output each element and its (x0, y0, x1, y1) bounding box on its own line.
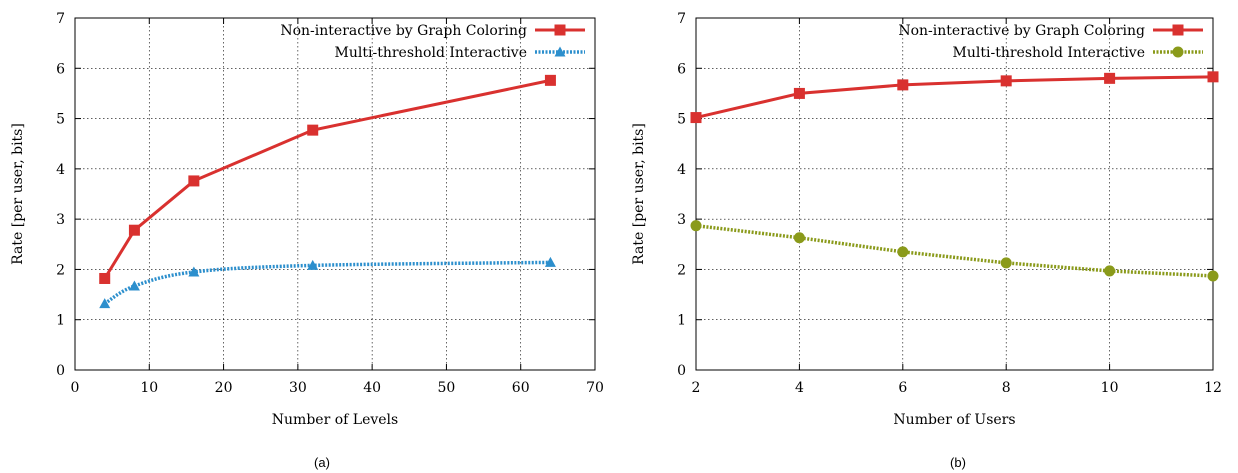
y-tick-label: 4 (677, 162, 686, 178)
data-point-graph-coloring (897, 79, 909, 91)
legend-label: Multi-threshold Interactive (953, 45, 1145, 61)
y-tick-label: 0 (56, 363, 65, 379)
data-point-graph-coloring (307, 124, 319, 136)
x-tick-label: 20 (215, 380, 233, 396)
panel-caption: (a) (314, 455, 330, 470)
legend-marker (554, 24, 566, 36)
data-point-multi-threshold (1000, 257, 1012, 269)
y-tick-label: 7 (56, 11, 65, 27)
plot-frame (74, 17, 596, 371)
x-tick-label: 8 (1002, 380, 1011, 396)
data-point-multi-threshold (1104, 265, 1116, 277)
data-point-graph-coloring (99, 272, 111, 284)
y-tick-label: 2 (56, 262, 65, 278)
y-tick-label: 1 (56, 313, 65, 329)
data-point-graph-coloring (793, 87, 805, 99)
data-point-multi-threshold (188, 266, 200, 277)
x-axis-label: Number of Users (893, 412, 1015, 428)
y-tick-label: 1 (677, 313, 686, 329)
series-line-graph-coloring (695, 75, 1214, 120)
series-line-multi-threshold (103, 260, 551, 306)
data-point-graph-coloring (544, 74, 556, 86)
data-point-graph-coloring (690, 112, 702, 124)
data-point-multi-threshold (690, 220, 702, 232)
x-tick-label: 12 (1204, 380, 1222, 396)
data-point-multi-threshold (307, 259, 319, 270)
data-point-graph-coloring (188, 175, 200, 187)
x-axis-label: Number of Levels (272, 412, 398, 428)
x-tick-label: 10 (1101, 380, 1119, 396)
legend-label: Non-interactive by Graph Coloring (898, 23, 1145, 39)
panel-caption: (b) (950, 455, 966, 470)
x-tick-label: 30 (289, 380, 307, 396)
data-point-multi-threshold (99, 298, 111, 309)
data-point-multi-threshold (1207, 270, 1219, 282)
y-tick-label: 6 (56, 61, 65, 77)
y-tick-label: 6 (677, 61, 686, 77)
series-line-multi-threshold (695, 223, 1214, 278)
y-axis-label: Rate [per user, bits] (10, 123, 26, 265)
data-point-multi-threshold (128, 280, 140, 291)
legend-label: Multi-threshold Interactive (335, 45, 527, 61)
plot-frame (695, 17, 1214, 371)
y-tick-label: 7 (677, 11, 686, 27)
data-point-multi-threshold (793, 232, 805, 244)
x-tick-label: 40 (363, 380, 381, 396)
x-tick-label: 50 (438, 380, 456, 396)
x-tick-label: 4 (795, 380, 804, 396)
chart-panel-a: 0 10 20 30 40 50 60 70 0 1 2 3 4 5 6 7 Number of Levels R… (10, 11, 604, 470)
data-point-graph-coloring (1104, 72, 1116, 84)
data-point-graph-coloring (128, 224, 140, 236)
x-tick-label: 60 (512, 380, 530, 396)
y-tick-label: 3 (56, 212, 65, 228)
legend-marker (1172, 24, 1184, 36)
legend-marker (1172, 46, 1184, 58)
y-tick-label: 5 (677, 112, 686, 128)
series-line-graph-coloring (103, 78, 551, 280)
y-tick-label: 4 (56, 162, 65, 178)
legend-marker (554, 46, 566, 57)
y-tick-label: 0 (677, 363, 686, 379)
legend-label: Non-interactive by Graph Coloring (280, 23, 527, 39)
y-tick-label: 5 (56, 112, 65, 128)
x-tick-label: 70 (586, 380, 604, 396)
y-tick-label: 2 (677, 262, 686, 278)
y-axis-label: Rate [per user, bits] (631, 123, 647, 265)
x-tick-label: 10 (140, 380, 158, 396)
x-tick-label: 2 (692, 380, 701, 396)
data-point-graph-coloring (1000, 75, 1012, 87)
data-point-multi-threshold (897, 246, 909, 258)
x-tick-label: 6 (898, 380, 907, 396)
y-tick-label: 3 (677, 212, 686, 228)
data-point-graph-coloring (1207, 71, 1219, 83)
data-point-multi-threshold (544, 256, 556, 267)
x-tick-label: 0 (71, 380, 80, 396)
